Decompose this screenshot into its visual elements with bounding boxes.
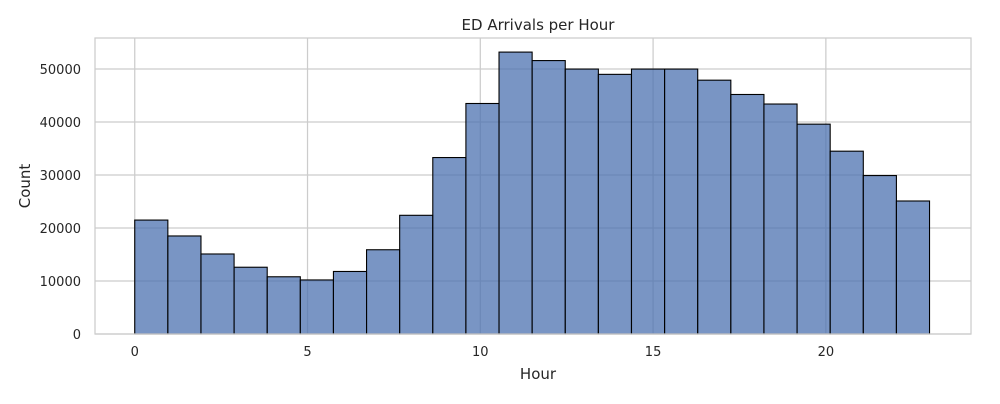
- histogram-bar: [895, 200, 931, 335]
- histogram-bar: [233, 266, 268, 335]
- histogram-bar: [862, 175, 897, 335]
- histogram-bar: [531, 60, 566, 335]
- y-tick-label: 30000: [40, 169, 81, 184]
- y-tick-labels: 0 10000 20000 30000 40000 50000: [40, 63, 81, 343]
- histogram-bar: [332, 270, 368, 335]
- bars-layer: [134, 51, 931, 335]
- y-tick-label: 50000: [40, 63, 81, 78]
- histogram-bar: [796, 123, 831, 335]
- x-axis-label: Hour: [520, 365, 557, 383]
- histogram-bar: [664, 68, 699, 335]
- x-tick-label: 20: [818, 345, 835, 360]
- y-tick-label: 40000: [40, 116, 81, 131]
- histogram-bar: [630, 68, 666, 335]
- chart-title: ED Arrivals per Hour: [462, 16, 616, 34]
- histogram-bar: [498, 51, 533, 335]
- histogram-bar: [465, 102, 500, 335]
- histogram-bar: [299, 279, 334, 335]
- histogram-bar: [167, 235, 202, 335]
- x-tick-label: 5: [303, 345, 311, 360]
- histogram-bar: [564, 68, 599, 335]
- y-axis-label: Count: [16, 164, 34, 209]
- histogram-bar: [730, 93, 765, 335]
- histogram-bar: [697, 79, 732, 335]
- y-tick-label: 0: [73, 328, 81, 343]
- histogram-bar: [829, 150, 864, 335]
- histogram-bar: [134, 219, 169, 335]
- histogram-bar: [763, 103, 798, 335]
- y-tick-label: 10000: [40, 275, 81, 290]
- histogram-bar: [200, 253, 235, 335]
- histogram-bar: [432, 156, 467, 335]
- x-tick-labels: 0 5 10 15 20: [131, 345, 835, 360]
- histogram-bar: [266, 276, 301, 335]
- plot-frame: [94, 37, 972, 335]
- histogram-bar: [366, 249, 401, 335]
- y-tick-label: 20000: [40, 222, 81, 237]
- histogram-bar: [399, 214, 434, 335]
- histogram-bar: [597, 73, 633, 335]
- x-tick-label: 15: [645, 345, 662, 360]
- x-tick-label: 0: [131, 345, 139, 360]
- x-tick-label: 10: [472, 345, 489, 360]
